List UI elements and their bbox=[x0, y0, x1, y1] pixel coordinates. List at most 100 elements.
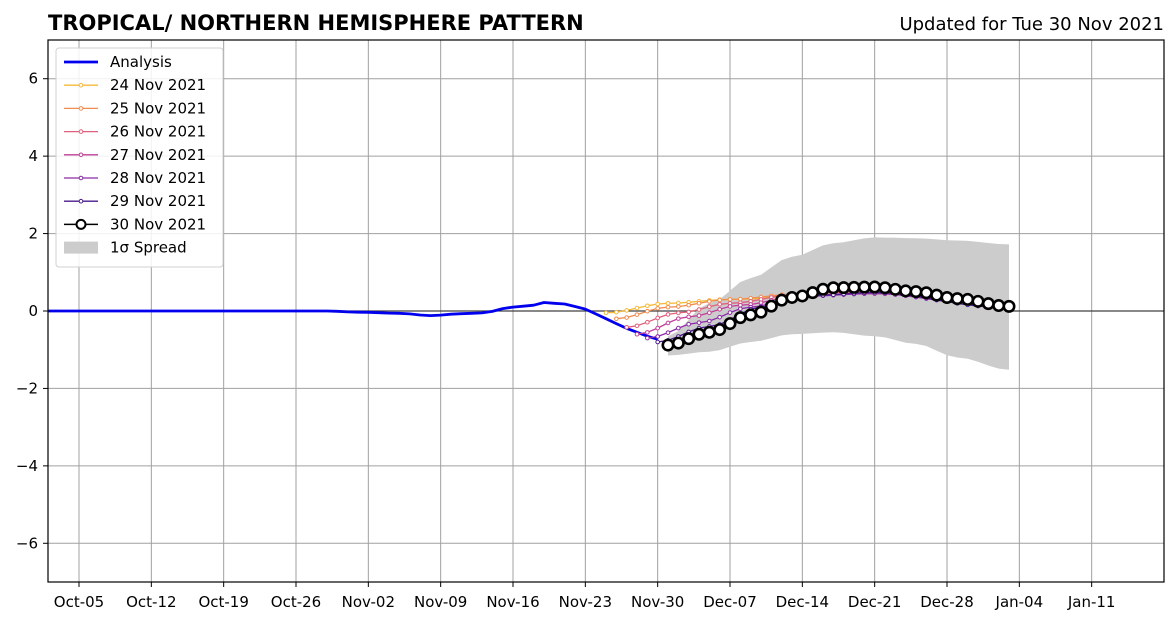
forecast-point bbox=[713, 323, 727, 337]
forecast-point bbox=[992, 299, 1006, 313]
chart-title: TROPICAL/ NORTHERN HEMISPHERE PATTERN bbox=[48, 11, 584, 35]
forecast-point bbox=[727, 304, 733, 309]
forecast-point bbox=[919, 286, 933, 300]
forecast-point bbox=[727, 297, 733, 302]
forecast-point bbox=[971, 294, 985, 308]
forecast-point bbox=[696, 307, 702, 312]
forecast-point bbox=[909, 285, 923, 299]
forecast-point bbox=[614, 316, 619, 322]
forecast-point bbox=[665, 304, 671, 310]
forecast-point bbox=[940, 291, 954, 305]
x-tick-label: Oct-05 bbox=[54, 593, 104, 611]
legend-label: 30 Nov 2021 bbox=[110, 215, 206, 233]
forecast-point bbox=[634, 323, 640, 329]
forecast-point bbox=[775, 293, 789, 307]
forecast-point bbox=[888, 282, 902, 296]
forecast-point bbox=[655, 306, 660, 311]
forecast-point bbox=[634, 305, 640, 311]
forecast-point bbox=[665, 300, 671, 306]
forecast-series bbox=[661, 280, 1016, 352]
forecast-point bbox=[665, 312, 671, 317]
legend-item: 1σ Spread bbox=[64, 239, 187, 257]
legend-marker bbox=[78, 152, 84, 158]
forecast-point bbox=[707, 304, 712, 309]
x-tick-label: Nov-02 bbox=[342, 593, 395, 611]
forecast-point bbox=[686, 309, 691, 315]
legend-label: 1σ Spread bbox=[110, 239, 187, 257]
legend-item: 25 Nov 2021 bbox=[64, 99, 206, 117]
forecast-point bbox=[676, 304, 681, 309]
forecast-point bbox=[676, 310, 681, 316]
legend-item: 29 Nov 2021 bbox=[64, 192, 206, 210]
forecast-point bbox=[692, 327, 706, 341]
forecast-point bbox=[733, 311, 747, 325]
y-tick-label: 4 bbox=[28, 147, 38, 165]
x-tick-label: Dec-14 bbox=[776, 593, 830, 611]
x-tick-label: Jan-04 bbox=[995, 593, 1044, 611]
x-tick-label: Oct-12 bbox=[126, 593, 176, 611]
forecast-point bbox=[806, 286, 820, 300]
legend-item: 28 Nov 2021 bbox=[64, 169, 206, 187]
legend-item: 27 Nov 2021 bbox=[64, 146, 206, 164]
forecast-point bbox=[655, 325, 660, 331]
analysis-line bbox=[48, 301, 659, 341]
legend: Analysis 24 Nov 2021 25 Nov 2021 26 Nov 202… bbox=[55, 47, 224, 268]
legend-label: 27 Nov 2021 bbox=[110, 146, 206, 164]
y-tick-label: 0 bbox=[28, 302, 38, 320]
forecast-point bbox=[671, 336, 685, 350]
forecast-point bbox=[645, 319, 650, 325]
forecast-point bbox=[686, 302, 691, 308]
y-tick-label: −6 bbox=[16, 534, 38, 552]
forecast-point bbox=[665, 320, 671, 326]
x-tick-label: Nov-30 bbox=[631, 593, 684, 611]
forecast-point bbox=[785, 290, 799, 304]
forecast-point bbox=[723, 317, 737, 331]
forecast-point bbox=[645, 330, 650, 335]
forecast-point bbox=[655, 334, 660, 339]
x-tick-label: Oct-19 bbox=[198, 593, 248, 611]
forecast-point bbox=[686, 314, 691, 320]
forecast-point bbox=[738, 306, 743, 312]
legend-label: Analysis bbox=[110, 53, 172, 71]
forecast-point bbox=[717, 301, 722, 307]
forecast-point bbox=[981, 297, 995, 311]
forecast-point bbox=[950, 292, 964, 306]
legend-marker bbox=[78, 129, 84, 134]
spread-band bbox=[668, 237, 1009, 370]
forecast-point bbox=[686, 321, 691, 327]
forecast-point bbox=[655, 315, 660, 321]
forecast-point bbox=[603, 310, 609, 316]
forecast-point bbox=[696, 300, 702, 306]
forecast-point bbox=[645, 335, 650, 341]
legend-label: 28 Nov 2021 bbox=[110, 169, 206, 187]
forecast-point bbox=[676, 316, 681, 321]
forecast-point bbox=[634, 331, 640, 337]
forecast-point bbox=[930, 288, 944, 302]
legend-label: 24 Nov 2021 bbox=[110, 76, 206, 94]
legend-label: 29 Nov 2021 bbox=[110, 192, 206, 210]
legend-item: Analysis bbox=[64, 53, 172, 71]
legend-item: 24 Nov 2021 bbox=[64, 76, 206, 94]
legend-label: 25 Nov 2021 bbox=[110, 99, 206, 117]
forecast-point bbox=[702, 325, 716, 339]
forecast-point bbox=[676, 325, 681, 331]
x-tick-label: Nov-16 bbox=[486, 593, 539, 611]
x-tick-label: Dec-21 bbox=[848, 593, 902, 611]
forecast-point bbox=[655, 339, 660, 345]
forecast-point bbox=[717, 306, 722, 312]
forecast-point bbox=[634, 312, 640, 317]
legend-marker bbox=[78, 106, 84, 111]
y-tick-label: 2 bbox=[28, 225, 38, 243]
x-tick-label: Nov-23 bbox=[559, 593, 612, 611]
forecast-point bbox=[661, 338, 675, 352]
forecast-point bbox=[899, 284, 913, 298]
x-tick-label: Dec-07 bbox=[703, 593, 757, 611]
forecast-point bbox=[744, 308, 758, 322]
forecast-point bbox=[816, 282, 830, 296]
forecast-point bbox=[655, 301, 660, 307]
forecast-point bbox=[878, 281, 892, 295]
chart-subtitle: Updated for Tue 30 Nov 2021 bbox=[899, 14, 1164, 35]
forecast-point bbox=[624, 324, 629, 330]
forecast-point bbox=[645, 308, 650, 314]
